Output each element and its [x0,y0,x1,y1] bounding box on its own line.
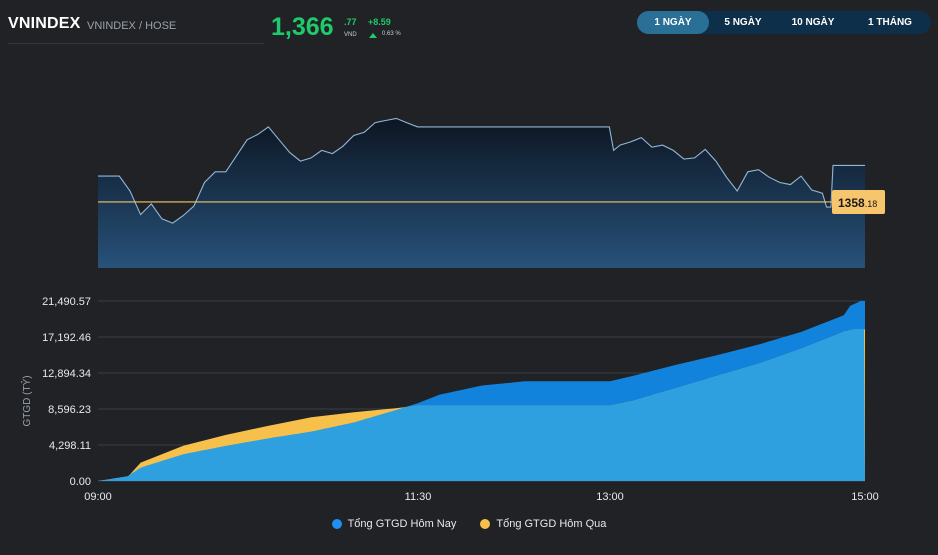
y-tick-label: 17,192.46 [42,332,91,344]
arrow-up-icon [369,33,377,38]
tab-5-days[interactable]: 5 NGÀY [724,17,762,28]
price-change: +8.59 [368,17,391,27]
header-divider [8,43,264,44]
series-top-area [98,329,865,481]
tab-1-day[interactable]: 1 NGÀY [637,11,709,34]
x-axis-ticks: 09:00 11:30 13:00 15:00 [84,491,879,503]
legend-today[interactable]: Tổng GTGD Hôm Nay [331,518,457,530]
legend-today-label: Tổng GTGD Hôm Nay [347,518,457,530]
reference-price-dec: .18 [865,199,878,209]
reference-price-tag: 1358.18 [832,189,885,214]
legend-yesterday-dot-icon [480,519,491,529]
legend-yesterday-label: Tổng GTGD Hôm Qua [496,518,607,530]
svg-text:1358.18: 1358.18 [838,196,877,210]
y-axis-label: GTGD (TỶ) [20,375,33,426]
reference-price-int: 1358 [838,196,865,210]
exchange-label: VNINDEX / HOSE [87,20,177,32]
y-tick-label: 8,596.23 [48,404,91,416]
tab-10-days[interactable]: 10 NGÀY [791,17,835,28]
price-decimal: .77 [344,17,357,27]
legend-today-dot-icon [331,519,342,529]
legend-yesterday[interactable]: Tổng GTGD Hôm Qua [480,518,606,530]
tab-1-month[interactable]: 1 THÁNG [868,17,912,28]
chart-legend: Tổng GTGD Hôm Nay Tổng GTGD Hôm Qua [0,518,938,530]
x-tick-label: 09:00 [84,491,112,503]
y-tick-label: 21,490.57 [42,296,91,308]
price-area [98,118,865,269]
y-axis-ticks: 0.00 4,298.11 8,596.23 12,894.34 17,192.46 21… [42,296,91,488]
x-tick-label: 13:00 [596,491,624,503]
price-integer: 1,366 [271,13,334,41]
y-tick-label: 4,298.11 [49,440,91,452]
time-range-tabs: 1 NGÀY 5 NGÀY 10 NGÀY 1 THÁNG [637,11,931,34]
price-line [98,117,865,224]
x-tick-label: 11:30 [405,491,432,503]
price-unit: VND [344,32,357,38]
index-title: VNINDEX [8,15,81,32]
intraday-price-chart: 1358.18 [98,117,885,269]
x-tick-label: 15:00 [851,491,879,503]
y-tick-label: 12,894.34 [42,368,91,380]
y-tick-label: 0.00 [70,476,91,488]
price-change-percent: 0.63 % [382,31,401,37]
